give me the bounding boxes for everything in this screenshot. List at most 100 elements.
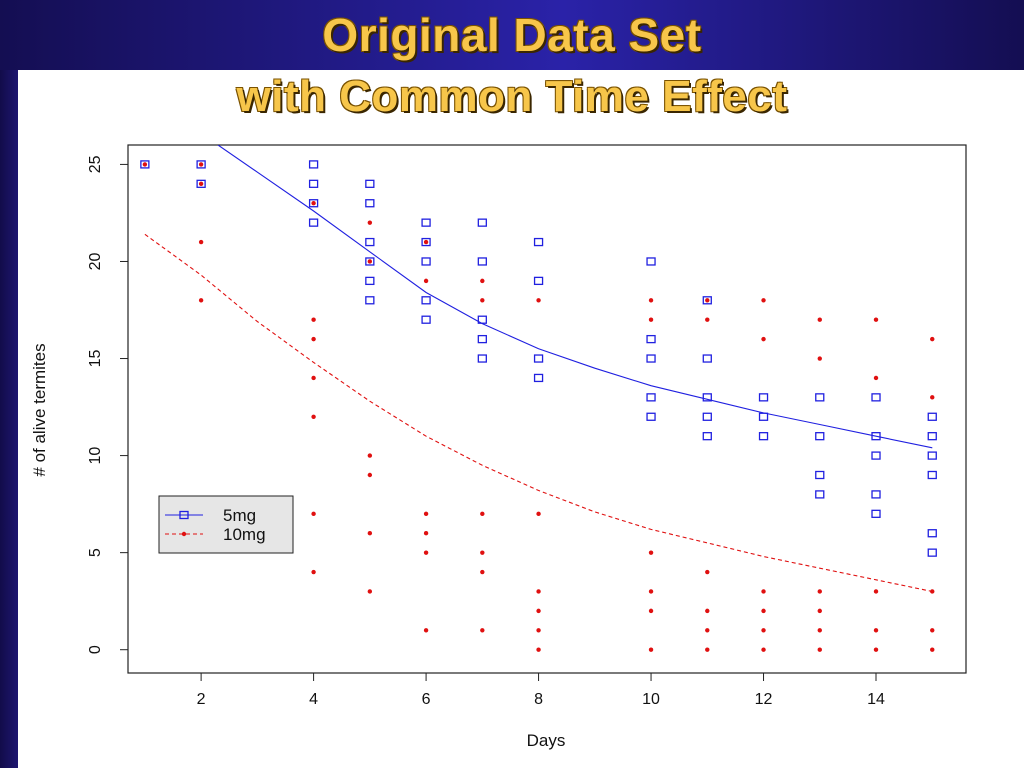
data-point-5mg xyxy=(646,334,656,344)
data-point-10mg xyxy=(311,336,316,342)
data-point-10mg xyxy=(423,278,429,284)
data-point-10mg xyxy=(873,589,879,594)
slide-title-line1: Original Data Set xyxy=(322,9,702,61)
data-point-5mg xyxy=(871,432,881,441)
data-point-10mg xyxy=(761,298,766,303)
data-point-10mg xyxy=(367,259,373,264)
data-point-10mg xyxy=(705,608,710,614)
data-point-5mg xyxy=(646,393,656,402)
data-point-10mg xyxy=(817,628,822,633)
x-tick-label: 10 xyxy=(642,691,660,708)
legend-box xyxy=(158,495,294,554)
data-point-10mg xyxy=(648,589,654,594)
data-point-10mg xyxy=(423,531,429,536)
y-tick-label: 25 xyxy=(87,155,104,173)
data-point-5mg xyxy=(421,296,431,305)
legend-label-10mg: 10mg xyxy=(223,525,266,544)
data-point-10mg xyxy=(536,628,541,633)
data-point-5mg xyxy=(308,179,319,188)
data-point-5mg xyxy=(927,432,937,441)
data-point-10mg xyxy=(705,647,710,652)
legend-marker-dot xyxy=(181,531,187,537)
data-point-10mg xyxy=(817,589,822,594)
data-point-5mg xyxy=(702,393,712,402)
data-point-10mg xyxy=(761,336,766,342)
data-point-5mg xyxy=(365,276,375,286)
data-point-10mg xyxy=(311,569,316,575)
data-point-5mg xyxy=(308,218,319,227)
data-point-5mg xyxy=(421,218,431,227)
x-tick-label: 12 xyxy=(755,691,773,708)
data-point-10mg xyxy=(761,608,766,614)
data-point-5mg xyxy=(477,257,487,266)
data-point-10mg xyxy=(198,239,204,245)
data-point-10mg xyxy=(311,317,316,322)
data-point-5mg xyxy=(927,548,937,557)
data-point-10mg xyxy=(142,162,148,167)
slide-content-area xyxy=(18,70,1024,768)
data-point-10mg xyxy=(761,589,766,594)
y-tick-label: 10 xyxy=(87,447,104,465)
data-point-5mg xyxy=(140,160,150,169)
data-point-10mg xyxy=(648,647,654,652)
data-point-10mg xyxy=(761,647,766,652)
data-point-5mg xyxy=(365,199,375,208)
data-point-10mg xyxy=(480,298,485,303)
data-point-10mg xyxy=(367,472,373,478)
data-point-5mg xyxy=(758,432,769,441)
data-point-5mg xyxy=(702,432,712,441)
x-tick-label: 2 xyxy=(197,691,206,708)
slide-title-line2: with Common Time Effect xyxy=(236,72,788,121)
data-point-5mg xyxy=(365,179,375,188)
data-point-10mg xyxy=(536,298,541,303)
data-point-10mg xyxy=(648,550,654,555)
data-point-5mg xyxy=(758,393,769,402)
x-tick-label: 14 xyxy=(867,691,885,708)
data-point-5mg xyxy=(196,179,206,188)
data-point-5mg xyxy=(646,412,656,421)
data-point-10mg xyxy=(423,628,429,633)
x-tick-label: 6 xyxy=(422,691,431,708)
data-point-5mg xyxy=(365,237,375,247)
data-point-5mg xyxy=(871,509,881,518)
data-point-10mg xyxy=(705,569,710,575)
data-point-10mg xyxy=(480,550,485,555)
data-point-5mg xyxy=(308,199,319,208)
left-decor-bar xyxy=(0,70,18,768)
data-point-5mg xyxy=(421,257,431,266)
data-point-5mg xyxy=(702,354,712,363)
x-tick-label: 4 xyxy=(309,691,318,708)
data-point-10mg xyxy=(423,511,429,517)
data-point-5mg xyxy=(758,412,769,421)
fit-line-10mg xyxy=(144,233,933,593)
data-point-10mg xyxy=(817,356,822,361)
data-point-10mg xyxy=(817,608,822,614)
data-point-5mg xyxy=(927,412,937,421)
chart-marks xyxy=(140,145,937,652)
data-point-10mg xyxy=(873,317,879,322)
title-band xyxy=(0,0,1024,70)
y-tick-label: 15 xyxy=(87,350,104,368)
legend-label-5mg: 5mg xyxy=(223,506,256,525)
y-tick-label: 20 xyxy=(87,252,104,270)
data-point-10mg xyxy=(930,395,935,400)
data-point-10mg xyxy=(367,220,373,225)
data-point-10mg xyxy=(423,239,429,245)
data-point-10mg xyxy=(367,531,373,536)
data-point-5mg xyxy=(533,354,544,363)
data-point-10mg xyxy=(536,608,541,614)
data-point-10mg xyxy=(930,647,935,652)
data-point-5mg xyxy=(421,315,431,324)
data-point-10mg xyxy=(367,589,373,594)
data-point-5mg xyxy=(533,237,544,247)
plot-frame xyxy=(127,144,967,674)
data-point-10mg xyxy=(311,201,316,206)
y-tick-label: 0 xyxy=(87,645,104,654)
data-point-10mg xyxy=(480,278,485,284)
data-point-5mg xyxy=(871,490,881,499)
data-point-5mg xyxy=(477,315,487,324)
data-point-5mg xyxy=(815,393,825,402)
data-point-5mg xyxy=(477,218,487,227)
data-point-10mg xyxy=(873,628,879,633)
x-tick-label: 8 xyxy=(534,691,543,708)
